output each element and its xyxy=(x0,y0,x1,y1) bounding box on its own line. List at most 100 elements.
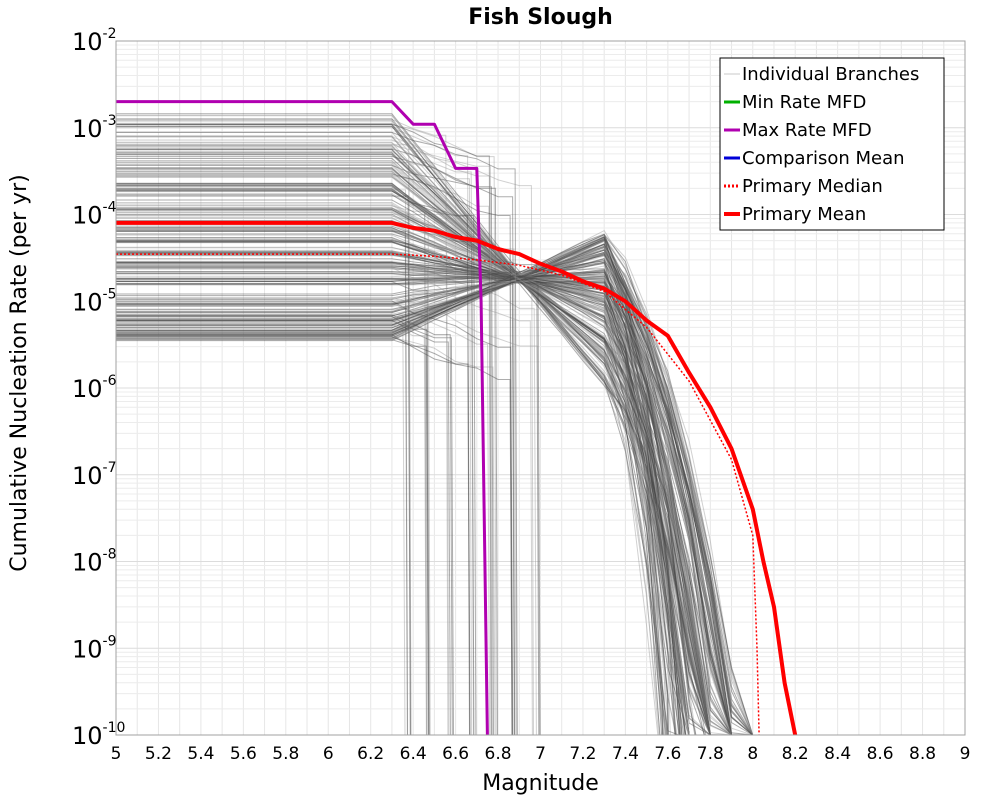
branch-line xyxy=(116,314,406,736)
branch-line xyxy=(116,157,695,736)
branch-line xyxy=(116,254,775,736)
branch-line xyxy=(116,169,764,736)
branch-line xyxy=(116,237,686,736)
y-tick-base: 10 xyxy=(72,115,103,143)
branch-line xyxy=(116,253,760,736)
branch-line xyxy=(116,268,687,736)
branch-line xyxy=(116,241,694,736)
branch-line xyxy=(116,273,686,736)
branch-line xyxy=(116,233,733,736)
branch-line xyxy=(116,189,738,736)
branch-line xyxy=(116,263,664,736)
x-tick-label: 7.6 xyxy=(654,744,681,764)
branch-line xyxy=(116,243,706,736)
branch-line xyxy=(116,175,720,736)
x-tick-label: 6.8 xyxy=(485,744,512,764)
y-tick-exponent: -2 xyxy=(103,26,117,42)
branch-line xyxy=(116,240,541,736)
branch-line xyxy=(116,302,491,736)
branch-line xyxy=(116,190,752,736)
branch-line xyxy=(116,252,685,736)
legend-label: Comparison Mean xyxy=(742,148,905,169)
series-max-rate-mfd xyxy=(116,100,489,736)
branch-line xyxy=(116,281,430,736)
branch-line xyxy=(116,176,664,736)
branch-line xyxy=(116,277,758,736)
branch-line xyxy=(116,253,661,736)
branch-line xyxy=(116,268,773,736)
branch-line xyxy=(116,241,769,736)
branch-line xyxy=(116,182,732,736)
branch-line xyxy=(116,183,741,736)
branch-line xyxy=(116,252,791,736)
branch-line xyxy=(116,203,788,736)
branch-line xyxy=(116,160,708,736)
branch-line xyxy=(116,258,669,736)
branch-line xyxy=(116,257,782,736)
x-tick-label: 6.2 xyxy=(357,744,384,764)
x-tick-label: 5.2 xyxy=(145,744,172,764)
y-axis-label: Cumulative Nucleation Rate (per yr) xyxy=(7,174,32,572)
branch-line xyxy=(116,168,667,736)
branch-line xyxy=(116,271,740,736)
branch-line xyxy=(116,131,745,736)
x-tick-label: 6.6 xyxy=(442,744,469,764)
branch-line xyxy=(116,315,454,736)
y-tick-exponent: -3 xyxy=(103,113,117,129)
branch-line xyxy=(116,274,697,736)
y-tick-label: 10-8 xyxy=(72,547,117,577)
branch-line xyxy=(116,249,683,736)
branch-line xyxy=(116,250,788,736)
legend-label: Primary Mean xyxy=(742,204,866,225)
branch-line xyxy=(116,144,493,736)
y-tick-label: 10-6 xyxy=(72,373,117,403)
plot-frame xyxy=(115,40,966,736)
branch-line xyxy=(116,113,770,736)
branch-line xyxy=(116,174,492,736)
branch-line xyxy=(116,261,676,736)
branch-line xyxy=(116,272,725,736)
branch-line xyxy=(116,265,671,736)
branch-line xyxy=(116,118,756,736)
branch-line xyxy=(116,122,779,736)
branch-line xyxy=(116,266,760,736)
branch-line xyxy=(116,267,770,736)
branch-line xyxy=(116,278,800,736)
branch-line xyxy=(116,248,682,736)
branch-line xyxy=(116,167,743,736)
branch-line xyxy=(116,125,748,736)
y-tick-exponent: -8 xyxy=(103,547,117,563)
branch-line xyxy=(116,252,778,736)
branch-line xyxy=(116,254,736,736)
series-primary-mean xyxy=(116,220,798,736)
x-tick-label: 8.8 xyxy=(909,744,936,764)
branch-line xyxy=(116,240,681,736)
branch-line xyxy=(116,162,703,736)
branch-line xyxy=(116,253,744,736)
branch-line xyxy=(116,215,695,736)
x-tick-label: 8.4 xyxy=(824,744,851,764)
branch-line xyxy=(116,222,696,736)
branch-line xyxy=(116,239,681,736)
branch-line xyxy=(116,246,744,736)
branch-line xyxy=(116,300,514,736)
branch-line xyxy=(116,124,764,736)
branch-line xyxy=(116,236,714,736)
branch-line xyxy=(116,314,453,736)
branch-line xyxy=(116,247,744,736)
x-tick-label: 7.2 xyxy=(569,744,596,764)
branch-line xyxy=(116,272,783,736)
x-tick-label: 5.4 xyxy=(187,744,214,764)
branch-line xyxy=(116,183,710,736)
x-tick-label: 5.6 xyxy=(230,744,257,764)
branch-line xyxy=(116,249,752,736)
branch-line xyxy=(116,194,428,736)
branch-line xyxy=(116,114,724,736)
y-tick-label: 10-4 xyxy=(72,200,117,230)
branch-line xyxy=(116,251,678,736)
y-tick-exponent: -5 xyxy=(103,286,117,302)
branch-line xyxy=(116,239,683,736)
branch-line xyxy=(116,176,777,736)
